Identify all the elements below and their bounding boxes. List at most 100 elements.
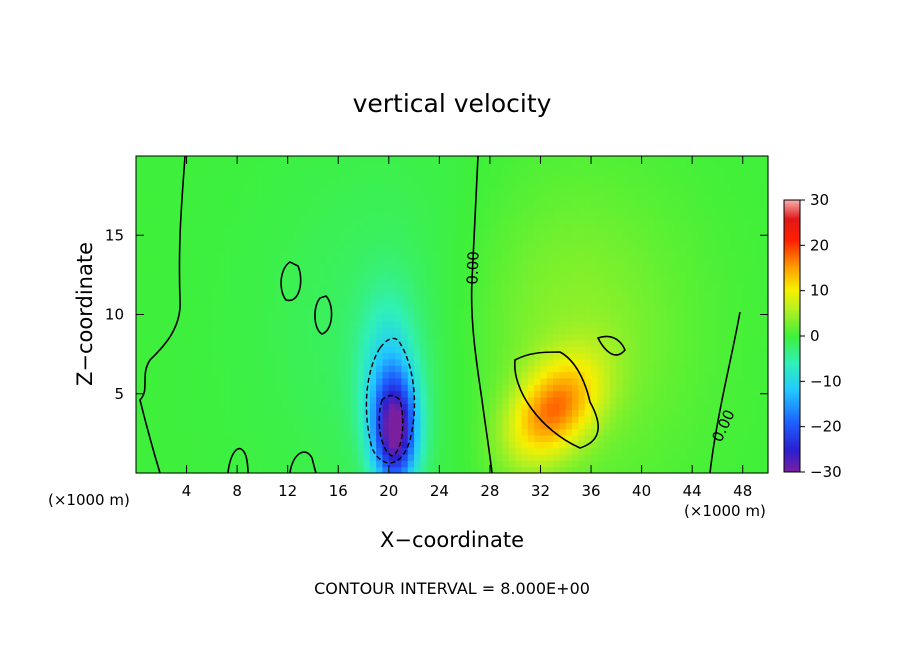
heat-cell <box>717 409 725 417</box>
heat-cell <box>401 181 409 189</box>
heat-cell <box>401 466 409 474</box>
heat-cell <box>388 238 396 246</box>
heat-cell <box>319 447 327 455</box>
heat-cell <box>641 333 649 341</box>
heat-cell <box>559 301 567 309</box>
heat-cell <box>572 168 579 176</box>
heat-cell <box>546 390 554 398</box>
heat-cell <box>167 365 175 373</box>
heat-cell <box>502 339 510 347</box>
heat-cell <box>331 365 339 373</box>
heat-cell <box>249 187 257 195</box>
heat-cell <box>515 162 523 170</box>
heat-cell <box>464 289 472 297</box>
heat-cell <box>287 377 295 385</box>
heat-cell <box>452 270 459 278</box>
heat-cell <box>628 225 636 233</box>
heat-cell <box>199 390 207 398</box>
heat-cell <box>502 352 510 360</box>
heat-cell <box>464 320 472 328</box>
heat-cell <box>445 365 453 373</box>
heat-cell <box>527 396 535 404</box>
heat-cell <box>458 206 466 214</box>
heat-cell <box>685 244 693 252</box>
heat-cell <box>527 390 535 398</box>
heat-cell <box>426 327 434 335</box>
heat-cell <box>755 447 763 455</box>
heat-cell <box>312 409 320 417</box>
heat-cell <box>376 175 384 182</box>
heat-cell <box>534 447 542 455</box>
heat-cell <box>496 168 504 176</box>
heat-cell <box>679 422 687 430</box>
heat-cell <box>610 276 617 284</box>
heat-cell <box>578 200 586 208</box>
heat-cell <box>136 428 143 436</box>
heat-cell <box>401 460 409 468</box>
heat-cell <box>458 219 466 227</box>
heat-cell <box>199 194 207 201</box>
heat-cell <box>382 289 390 297</box>
heat-cell <box>673 225 681 233</box>
heat-cell <box>610 415 617 423</box>
heat-cell <box>521 377 529 385</box>
heat-cell <box>660 358 668 366</box>
heat-cell <box>180 453 188 461</box>
heat-cell <box>350 403 358 411</box>
heat-cell <box>641 200 649 208</box>
heat-cell <box>218 377 226 385</box>
heat-cell <box>736 257 744 265</box>
heat-cell <box>319 308 327 316</box>
heat-cell <box>268 232 276 240</box>
heat-cell <box>420 358 428 366</box>
heat-cell <box>742 219 750 227</box>
heat-cell <box>199 371 207 379</box>
heat-cell <box>199 238 207 246</box>
heat-cell <box>489 289 497 297</box>
heat-cell <box>218 447 226 455</box>
heat-cell <box>388 453 396 461</box>
heat-cell <box>553 333 561 341</box>
heat-cell <box>616 232 624 240</box>
heat-cell <box>647 415 655 423</box>
heat-cell <box>414 428 421 436</box>
heat-cell <box>401 213 409 220</box>
heat-cell <box>344 320 352 328</box>
heat-cell <box>477 213 485 220</box>
heat-cell <box>628 187 636 195</box>
heat-cell <box>489 466 497 474</box>
heat-cell <box>205 289 213 297</box>
heat-cell <box>508 390 516 398</box>
heat-cell <box>502 181 510 189</box>
heat-cell <box>527 447 535 455</box>
heat-cell <box>312 289 320 297</box>
heat-cell <box>192 365 200 373</box>
heat-cell <box>426 244 434 252</box>
heat-cell <box>388 460 396 468</box>
heat-cell <box>736 168 744 176</box>
heat-cell <box>237 339 245 347</box>
heat-cell <box>224 257 232 265</box>
heat-cell <box>685 276 693 284</box>
heat-cell <box>180 282 188 290</box>
heat-cell <box>249 244 257 252</box>
heat-cell <box>325 415 333 423</box>
heat-cell <box>173 466 181 474</box>
heat-cell <box>527 263 535 271</box>
heat-cell <box>249 371 257 379</box>
heat-cell <box>154 225 162 233</box>
heat-cell <box>515 441 523 449</box>
heat-cell <box>704 251 712 259</box>
heat-cell <box>439 403 447 411</box>
heat-cell <box>692 276 700 284</box>
heat-cell <box>388 434 396 442</box>
heat-cell <box>420 377 428 385</box>
heat-cell <box>572 358 579 366</box>
heat-cell <box>281 466 289 474</box>
heat-cell <box>148 339 156 347</box>
heat-cell <box>243 276 251 284</box>
heat-cell <box>470 276 478 284</box>
heat-cell <box>445 289 453 297</box>
heat-cell <box>464 447 472 455</box>
heat-cell <box>445 314 453 322</box>
